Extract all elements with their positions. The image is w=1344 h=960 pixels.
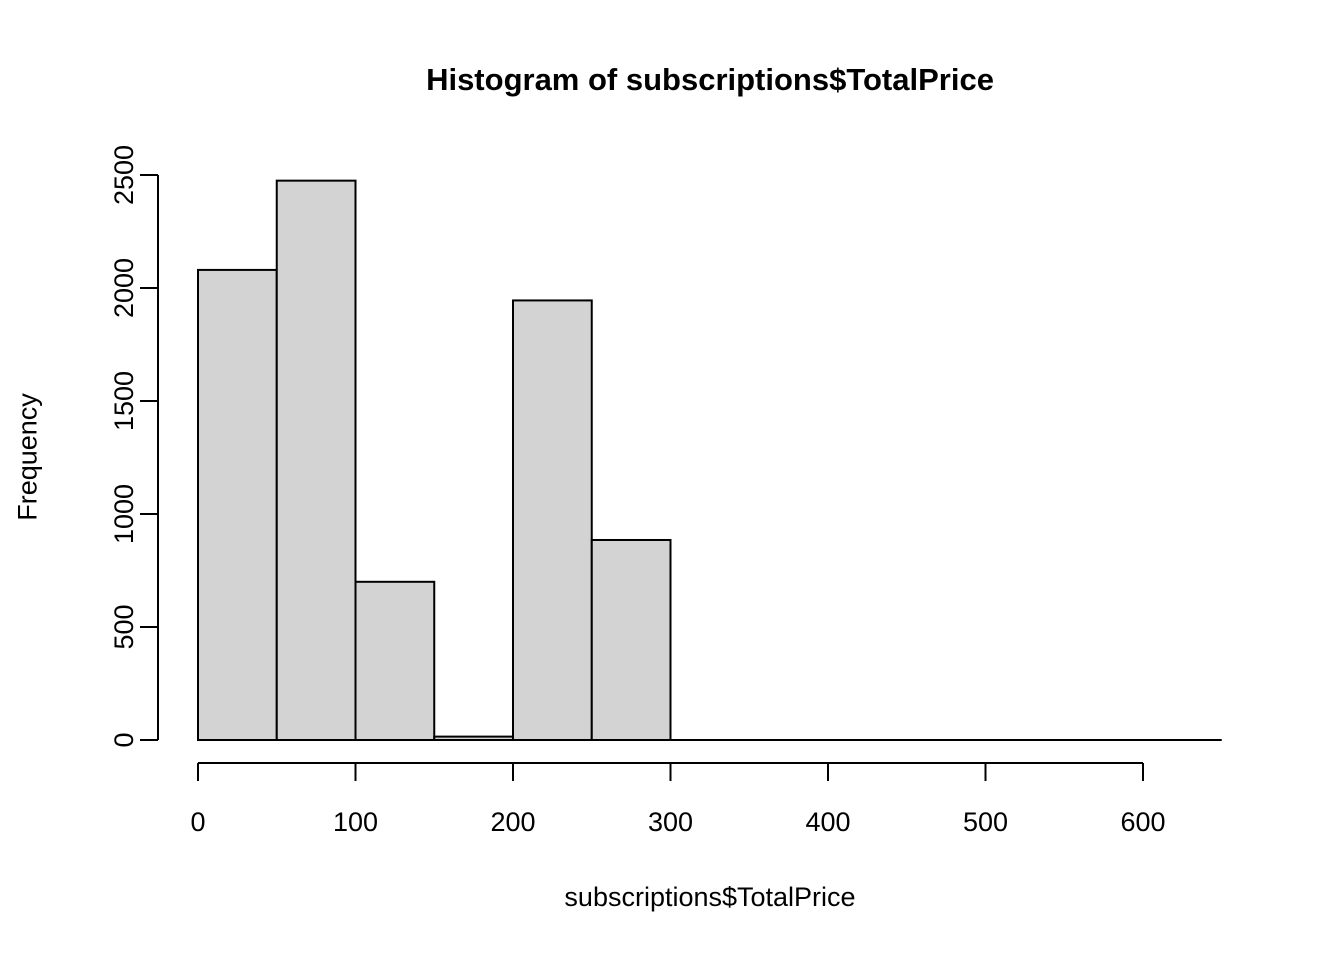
y-tick-label: 0 <box>109 732 139 747</box>
histogram-bar <box>590 538 672 741</box>
histogram-bar <box>275 179 357 741</box>
histogram-bar <box>354 580 436 741</box>
histogram-bar <box>197 268 278 741</box>
y-tick-label: 500 <box>109 604 139 649</box>
y-tick-label: 1000 <box>109 484 139 544</box>
x-axis-label: subscriptions$TotalPrice <box>564 882 856 912</box>
x-tick-label: 300 <box>648 807 693 837</box>
x-tick-label: 0 <box>190 807 205 837</box>
histogram-bar <box>512 299 593 741</box>
x-tick-label: 200 <box>490 807 535 837</box>
y-tick-label: 2500 <box>109 145 139 205</box>
y-tick-label: 2000 <box>109 258 139 318</box>
y-tick-label: 1500 <box>109 371 139 431</box>
x-tick-label: 400 <box>805 807 850 837</box>
histogram-bar <box>433 735 514 741</box>
x-tick-label: 100 <box>333 807 378 837</box>
x-tick-label: 500 <box>963 807 1008 837</box>
x-tick-label: 600 <box>1120 807 1165 837</box>
chart-title: Histogram of subscriptions$TotalPrice <box>426 62 994 97</box>
